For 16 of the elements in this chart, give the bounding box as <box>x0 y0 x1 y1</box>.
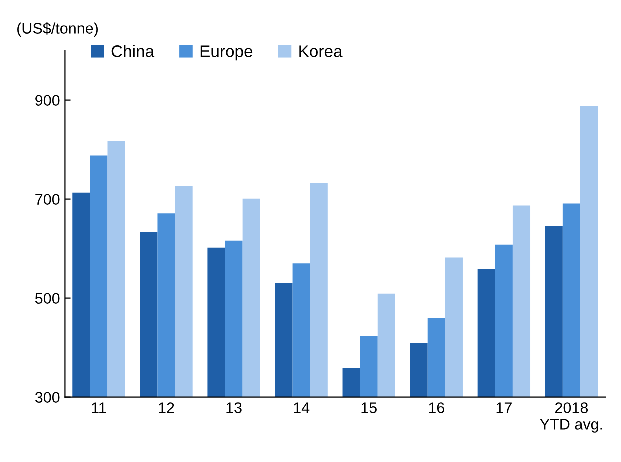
y-axis-title: (US$/tonne) <box>18 22 98 37</box>
y-tick-label: 900 <box>36 95 60 106</box>
legend-label: China <box>112 45 155 58</box>
x-tick-label: 13 <box>226 402 242 414</box>
x-tick-label: 11 <box>92 402 106 414</box>
x-tick-label: 16 <box>429 402 444 414</box>
x-tick-label: 15 <box>362 402 377 414</box>
x-tick-label: 12 <box>159 402 174 414</box>
legend-label: Korea <box>300 46 343 58</box>
x-tick-label: 14 <box>294 402 310 414</box>
x-tick-label: 17 <box>496 402 512 414</box>
y-tick-label: 500 <box>35 293 60 304</box>
x-tick-label: 2018 YTD avg. <box>540 402 602 433</box>
y-tick-label: 700 <box>36 194 60 206</box>
legend-label: Europe <box>200 46 253 61</box>
y-tick-label: 300 <box>35 392 60 404</box>
